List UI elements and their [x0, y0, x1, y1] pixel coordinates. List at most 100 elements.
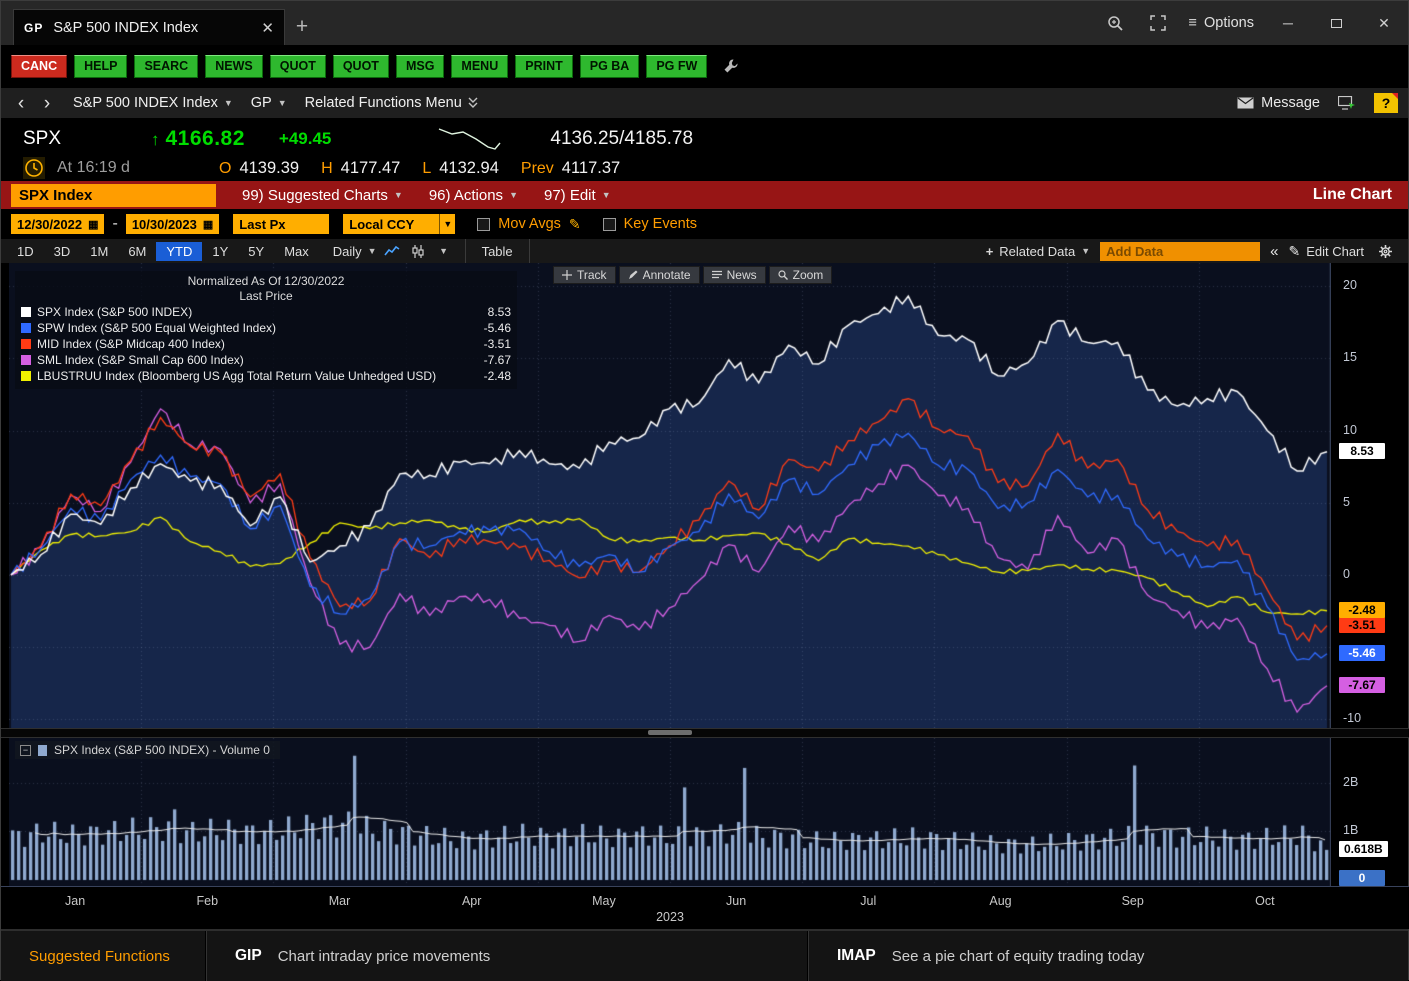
tool-track[interactable]: Track: [553, 266, 616, 284]
candlestick-chart-type-icon[interactable]: [407, 242, 429, 260]
table-button[interactable]: Table: [464, 239, 530, 263]
low-label: L: [422, 159, 432, 177]
function-key-menu[interactable]: MENU: [451, 54, 509, 78]
footer-item-gip[interactable]: GIP Chart intraday price movements: [206, 931, 808, 981]
legend-row[interactable]: MID Index (S&P Midcap 400 Index) -3.51: [21, 336, 511, 352]
tab-close-icon[interactable]: ✕: [261, 19, 274, 37]
range-tab-6m[interactable]: 6M: [128, 243, 147, 259]
currency-dropdown-icon[interactable]: ▼: [439, 214, 456, 234]
gear-icon[interactable]: [1374, 240, 1396, 262]
function-selector[interactable]: GP ▼: [251, 95, 287, 111]
options-menu[interactable]: ≡ Options: [1189, 15, 1254, 31]
line-chart-type-icon[interactable]: [381, 242, 403, 260]
edit-chart-button[interactable]: ✎ Edit Chart: [1288, 243, 1364, 260]
related-functions-menu[interactable]: Related Functions Menu: [305, 95, 478, 111]
function-key-quot[interactable]: QUOT: [332, 54, 389, 78]
close-button[interactable]: ✕: [1378, 14, 1390, 31]
month-label: Jan: [65, 894, 86, 908]
legend-series-value: -5.46: [483, 321, 511, 335]
minimize-button[interactable]: ─: [1283, 15, 1293, 31]
calendar-icon: ▦: [202, 218, 214, 231]
function-key-news[interactable]: NEWS: [205, 54, 263, 78]
new-tab-button[interactable]: +: [295, 15, 309, 38]
date-from-field[interactable]: 12/30/2022 ▦: [11, 214, 105, 234]
legend-row[interactable]: LBUSTRUU Index (Bloomberg US Agg Total R…: [21, 368, 511, 384]
security-selector[interactable]: S&P 500 INDEX Index ▼: [73, 95, 233, 111]
forward-icon[interactable]: ›: [43, 92, 51, 114]
legend-row[interactable]: SPX Index (S&P 500 INDEX) 8.53: [21, 304, 511, 320]
period-right-cluster: + Related Data ▼ Add Data « ✎ Edit Chart: [986, 240, 1402, 262]
menu--actions[interactable]: 96) Actions ▼: [429, 187, 518, 204]
add-data-input[interactable]: Add Data: [1100, 241, 1261, 261]
mov-avgs-checkbox[interactable]: [477, 217, 491, 231]
quote-panel: SPX ↑ 4166.82 +49.45 4136.25/4185.78 At …: [1, 119, 1408, 181]
function-key-pg-fw[interactable]: PG FW: [646, 54, 708, 78]
legend-row[interactable]: SML Index (S&P Small Cap 600 Index) -7.67: [21, 352, 511, 368]
tool-news[interactable]: News: [702, 266, 766, 284]
wrench-icon[interactable]: [720, 55, 742, 77]
function-menu-bar: SPX Index 99) Suggested Charts ▼ 96) Actio…: [1, 181, 1408, 209]
date-to-value: 10/30/2023: [131, 216, 197, 232]
footer-item-desc: See a pie chart of equity trading today: [891, 947, 1145, 965]
chevron-down-icon: ▼: [509, 190, 518, 200]
panel-divider[interactable]: [1, 728, 1409, 738]
help-button[interactable]: ?: [1374, 93, 1398, 113]
related-functions-label: Related Functions Menu: [304, 95, 462, 111]
options-label: Options: [1204, 15, 1254, 31]
day-range: 4136.25/4185.78: [550, 127, 694, 149]
maximize-button[interactable]: [1322, 12, 1350, 34]
frequency-selector[interactable]: Daily ▼: [333, 244, 377, 259]
function-key-print[interactable]: PRINT: [515, 54, 573, 78]
function-key-searc[interactable]: SEARC: [134, 54, 199, 78]
news-icon: [711, 270, 722, 280]
panel-divider-handle[interactable]: [648, 730, 692, 735]
security-field[interactable]: SPX Index: [11, 183, 216, 207]
fullscreen-icon[interactable]: [1147, 12, 1169, 34]
open-label: O: [219, 159, 232, 177]
function-key-quot[interactable]: QUOT: [269, 54, 326, 78]
message-button[interactable]: Message: [1237, 95, 1320, 111]
range-tab-max[interactable]: Max: [284, 243, 309, 259]
currency-field[interactable]: Local CCY: [343, 214, 440, 234]
tool-annotate[interactable]: Annotate: [618, 266, 700, 284]
legend-row[interactable]: SPW Index (S&P 500 Equal Weighted Index)…: [21, 320, 511, 336]
legend-series-value: -2.48: [483, 369, 511, 383]
volume-chart-canvas[interactable]: [9, 738, 1331, 886]
range-tab-1y[interactable]: 1Y: [212, 243, 229, 259]
y-tick: 5: [1343, 494, 1350, 509]
function-key-canc[interactable]: CANC: [11, 54, 68, 78]
related-data-button[interactable]: + Related Data ▼: [986, 244, 1090, 259]
tool-zoom[interactable]: Zoom: [768, 266, 833, 284]
terminal-tab[interactable]: GP S&P 500 INDEX Index ✕: [13, 9, 285, 45]
range-tab-5y[interactable]: 5Y: [248, 243, 265, 259]
chart-settings-row: 12/30/2022 ▦ - 10/30/2023 ▦ Last Px Loca…: [1, 209, 1408, 239]
date-to-field[interactable]: 10/30/2023 ▦: [125, 214, 220, 234]
legend-series-value: 8.53: [487, 305, 511, 319]
range-tab-ytd[interactable]: YTD: [156, 241, 203, 261]
pencil-icon[interactable]: ✎: [568, 215, 581, 232]
hamburger-icon: ≡: [1188, 15, 1198, 31]
menu--edit[interactable]: 97) Edit ▼: [544, 187, 611, 204]
back-icon[interactable]: ‹: [17, 92, 25, 114]
double-chevron-down-icon: [468, 97, 478, 108]
footer-item-imap[interactable]: IMAP See a pie chart of equity trading t…: [808, 931, 1408, 981]
currency-value: Local CCY: [349, 216, 415, 232]
key-events-checkbox[interactable]: [602, 217, 616, 231]
price-chart-canvas[interactable]: [9, 263, 1331, 728]
collapse-volume-icon[interactable]: −: [20, 744, 31, 756]
collapse-panel-icon[interactable]: «: [1270, 242, 1279, 260]
search-zoom-icon[interactable]: [1105, 12, 1127, 34]
function-key-pg-ba[interactable]: PG BA: [579, 54, 640, 78]
range-tab-1m[interactable]: 1M: [90, 243, 109, 259]
range-tab-3d[interactable]: 3D: [53, 243, 71, 259]
chart-type-dropdown-icon[interactable]: ▼: [439, 246, 449, 256]
function-key-help[interactable]: HELP: [74, 54, 128, 78]
price-type-field[interactable]: Last Px: [233, 214, 330, 234]
menu--suggested-charts[interactable]: 99) Suggested Charts ▼: [242, 187, 403, 204]
function-key-msg[interactable]: MSG: [395, 54, 445, 78]
range-tab-1d[interactable]: 1D: [17, 243, 34, 259]
function-code: GP: [250, 95, 272, 111]
sparkline: [436, 126, 502, 152]
screen-share-icon[interactable]: [1336, 92, 1358, 114]
footer-bar: Suggested Functions GIP Chart intraday p…: [1, 929, 1408, 981]
